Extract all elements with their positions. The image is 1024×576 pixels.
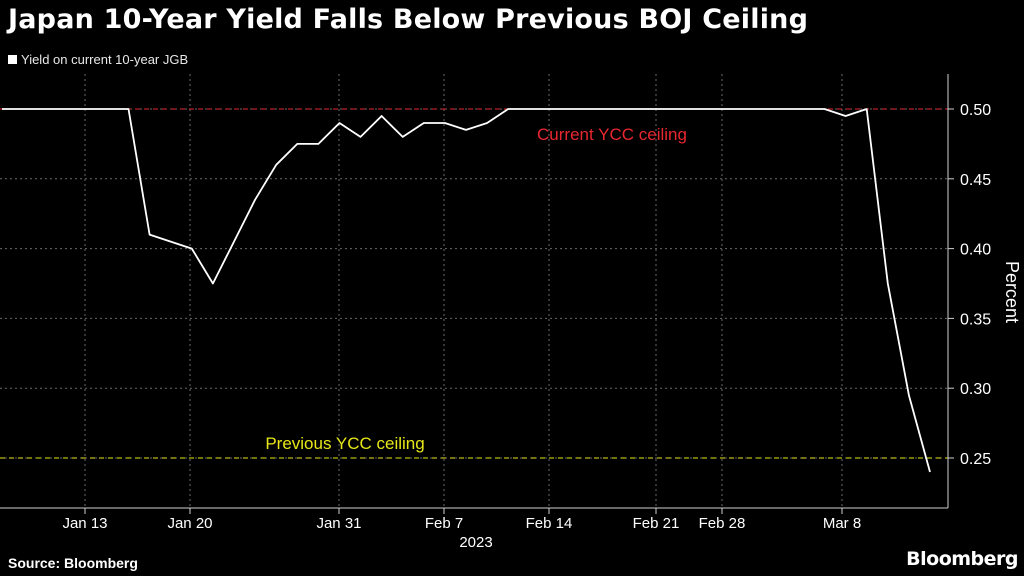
grid-lines (0, 74, 948, 508)
x-year-label: 2023 (459, 534, 492, 551)
x-tick-label: Mar 8 (823, 515, 861, 532)
x-tick-label: Feb 28 (699, 515, 746, 532)
x-tick-label: Feb 14 (526, 515, 573, 532)
y-tick-label: 0.50 (960, 102, 991, 119)
brand-logo: Bloomberg (906, 548, 1018, 570)
y-axis-title: Percent (1002, 261, 1022, 323)
axis-labels: 0.25 0.30 0.35 0.40 0.45 0.50 Jan 13 Jan 20 Jan … (62, 102, 1022, 551)
reference-line-label: Previous YCC ceiling (265, 434, 424, 453)
axes (0, 74, 954, 514)
y-tick-label: 0.45 (960, 172, 991, 189)
x-tick-label: Feb 7 (425, 515, 463, 532)
x-tick-label: Feb 21 (633, 515, 680, 532)
series-line (2, 108, 931, 473)
legend: Yield on current 10-year JGB (8, 52, 188, 67)
x-tick-label: Jan 31 (316, 515, 361, 532)
x-tick-label: Jan 13 (62, 515, 107, 532)
y-tick-label: 0.25 (960, 451, 991, 468)
reference-line-label: Current YCC ceiling (537, 125, 687, 144)
source-note: Source: Bloomberg (8, 555, 138, 571)
x-tick-label: Jan 20 (167, 515, 212, 532)
y-tick-label: 0.30 (960, 381, 991, 398)
legend-swatch (8, 55, 17, 64)
y-tick-label: 0.35 (960, 311, 991, 328)
reference-lines: Current YCC ceiling Previous YCC ceiling (0, 108, 948, 459)
legend-label: Yield on current 10-year JGB (21, 52, 189, 67)
series-layer (2, 108, 931, 473)
y-tick-label: 0.40 (960, 242, 991, 259)
chart-title: Japan 10-Year Yield Falls Below Previous… (8, 4, 809, 35)
